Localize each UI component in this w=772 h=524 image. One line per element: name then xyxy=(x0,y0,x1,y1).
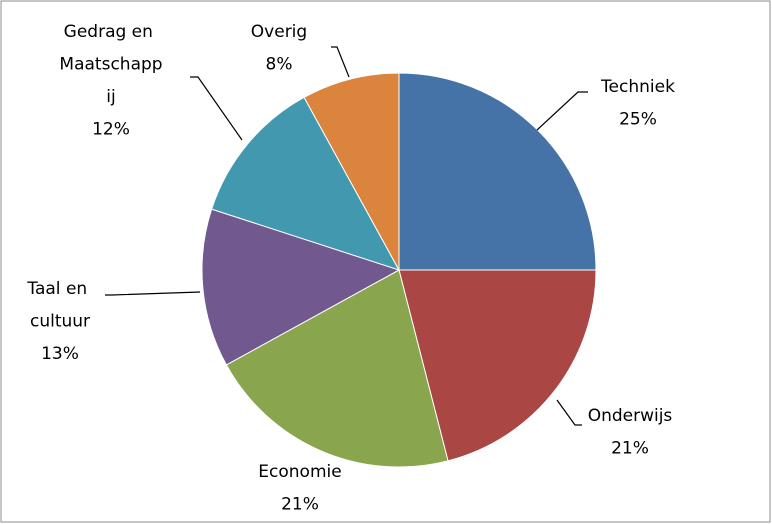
slice-label-line: Economie xyxy=(258,462,341,482)
leader-line xyxy=(190,76,243,141)
slice-label: Gedrag en Maatschapp ij xyxy=(59,22,162,107)
leader-line xyxy=(105,291,201,296)
slice-percent: 13% xyxy=(41,344,79,364)
slice-label-line: ij xyxy=(106,87,115,107)
slice-percent: 21% xyxy=(281,495,319,515)
slice-label: Techniek xyxy=(600,77,675,97)
pie-slice xyxy=(398,269,597,462)
pie-slice xyxy=(211,96,401,271)
slice-label-line: Onderwijs xyxy=(588,406,673,426)
pie-slice xyxy=(225,269,449,468)
leader-line xyxy=(556,399,582,426)
leader-line xyxy=(536,91,588,131)
leader-line xyxy=(331,46,350,78)
slice-label: Overig xyxy=(251,22,307,42)
pie-slice xyxy=(398,72,597,271)
slice-percent: 25% xyxy=(619,110,657,130)
slice-percent: 8% xyxy=(266,55,293,75)
slice-label-line: Overig xyxy=(251,22,307,42)
slice-label-line: Taal en xyxy=(26,279,92,299)
slice-label: Taal en cultuur xyxy=(26,279,92,332)
pie-slice xyxy=(201,208,401,366)
slice-label-line: cultuur xyxy=(30,312,90,332)
slice-label: Economie xyxy=(258,462,341,482)
slice-percent: 21% xyxy=(611,439,649,459)
slice-label: Onderwijs xyxy=(588,406,673,426)
slice-label-line: Maatschapp xyxy=(59,55,162,75)
slice-percent: 12% xyxy=(92,120,130,140)
pie-slice xyxy=(303,72,400,271)
slice-label-line: Techniek xyxy=(600,77,675,97)
slice-label-line: Gedrag en xyxy=(64,22,159,42)
